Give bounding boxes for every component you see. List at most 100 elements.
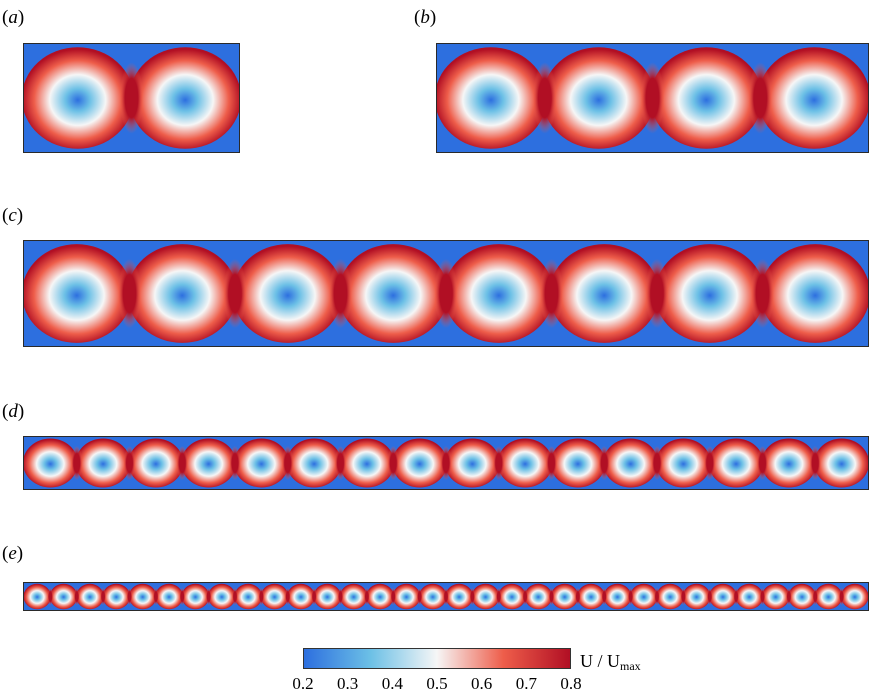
convection-cell [549,244,660,343]
plume-jet [756,445,769,481]
plume-jet [627,587,634,606]
convection-cell [313,583,342,610]
plume-jet [469,587,476,606]
plume-jet [258,587,265,606]
panel-label-d: (d) [2,401,25,422]
plume-jet [123,445,136,481]
convection-cell [682,583,711,610]
convection-cell [233,438,289,488]
convection-cell [524,583,553,610]
convection-cell [656,583,684,610]
plume-jet [654,587,660,606]
colorbar-tick-label: 0.3 [337,674,359,693]
convection-cell [655,438,711,488]
plume-jet [522,587,529,606]
convection-cell [155,583,183,610]
plume-jet [223,258,247,329]
convection-cell [444,438,500,488]
convection-cell [24,438,78,488]
plume-jet [809,445,822,481]
colorbar [303,648,571,669]
velocity-field-panel-e [23,582,869,611]
plume-jet [785,587,792,606]
convection-cell [234,583,262,610]
convection-cell [814,438,868,488]
convection-cell [24,47,134,149]
plume-jet [100,587,107,606]
plume-jet [545,445,558,481]
convection-cell [498,583,526,610]
colorbar-tick-label: 0.6 [471,674,493,693]
plume-jet [706,587,713,606]
plume-jet [47,587,54,606]
convection-cell [24,583,51,610]
convection-cell [603,583,632,610]
plume-jet [733,587,740,606]
convection-cell [709,583,737,610]
colorbar-tick-label: 0.7 [515,674,537,693]
convection-cell [339,583,368,610]
panel-label-a: (a) [2,7,25,28]
convection-cell [708,438,764,488]
colorbar-tick-label: 0.4 [381,674,403,693]
convection-cell [542,47,655,149]
panel-label-b: (b) [414,7,437,28]
plume-jet [390,587,397,606]
convection-cell [735,583,764,610]
plume-jet [601,587,608,606]
convection-cell [814,583,843,610]
convection-cell [232,244,343,343]
velocity-field-panel-c [23,240,869,347]
plume-jet [434,258,458,329]
convection-cell [603,438,659,488]
convection-cell [181,438,237,488]
plume-jet [416,587,423,606]
plume-jet [126,587,133,606]
convection-cell [630,583,658,610]
convection-cell [366,583,394,610]
plume-jet [812,587,819,606]
convection-cell [761,438,817,488]
colorbar-tick-label: 0.5 [426,674,448,693]
colorbar-title: U / Umax [580,651,641,673]
plume-jet [640,62,665,134]
plume-jet [328,258,353,329]
convection-cell [577,583,605,610]
plume-jet [574,587,581,606]
convection-cell [286,438,342,488]
plume-jet [176,445,189,481]
plume-jet [363,587,370,606]
convection-cell [102,583,131,610]
convection-cell [497,438,553,488]
plume-jet [750,258,775,329]
convection-cell [127,244,238,343]
plume-jet [179,587,186,606]
convection-cell [437,47,547,149]
plume-jet [117,258,142,329]
plume-jet [440,445,452,481]
plume-jet [232,587,238,606]
convection-cell [338,244,449,343]
plume-jet [492,445,505,481]
convection-cell [75,438,131,488]
plume-jet [680,587,687,606]
convection-cell [761,583,790,610]
colorbar-tick-label: 0.8 [560,674,582,693]
convection-cell [841,583,868,610]
convection-cell [339,438,395,488]
plume-jet [311,587,318,606]
plume-jet [119,62,144,134]
plume-jet [703,445,716,481]
velocity-field-panel-b [436,43,869,153]
convection-cell [788,583,816,610]
colorbar-tick-label: 0.2 [292,674,314,693]
plume-jet [334,445,347,481]
plume-jet [443,587,449,606]
convection-cell [128,438,184,488]
convection-cell [76,583,104,610]
convection-cell [654,244,765,343]
convection-cell [128,583,157,610]
plume-jet [337,587,344,606]
convection-cell [471,583,500,610]
plume-jet [284,587,291,606]
